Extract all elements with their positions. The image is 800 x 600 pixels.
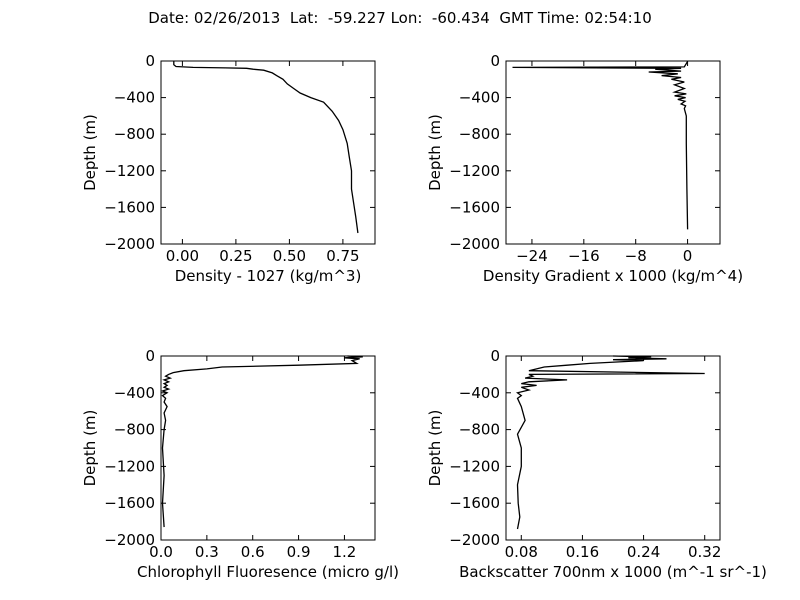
- chlorophyll-ytick-label: −400: [114, 384, 155, 402]
- density-gradient-ytick-label: −1600: [449, 198, 500, 216]
- density-subplot: 0.00 0.25 0.50 0.75 0 −400 −800 −1200 −1600 −2000…: [81, 52, 376, 285]
- backscatter-xtick-label: 0.08: [505, 543, 538, 561]
- density-gradient-xtick-label: −8: [625, 247, 647, 265]
- chlorophyll-profile-line: [160, 355, 363, 528]
- backscatter-ytick-label: −1200: [449, 457, 500, 475]
- backscatter-ytick-label: −800: [459, 421, 500, 439]
- density-gradient-profile-line: [512, 61, 689, 230]
- chlorophyll-xtick-label: 0.6: [241, 543, 265, 561]
- backscatter-axes-frame: [505, 355, 721, 541]
- chlorophyll-y-axis-label: Depth (m): [81, 410, 99, 487]
- backscatter-profile-line: [515, 355, 705, 530]
- density-gradient-axes-frame: [505, 60, 721, 245]
- backscatter-ytick-label: −2000: [449, 531, 500, 549]
- density-profile-line: [173, 61, 359, 234]
- density-gradient-y-axis-label: Depth (m): [426, 114, 444, 191]
- density-xtick-label: 0.75: [326, 247, 359, 265]
- backscatter-ytick-label: −1600: [449, 494, 500, 512]
- density-xtick-label: 0.00: [166, 247, 199, 265]
- chlorophyll-ytick-label: −1200: [104, 457, 155, 475]
- chlorophyll-subplot: 0.0 0.3 0.6 0.9 1.2 0 −400 −800 −1200 −1600 −2000 C…: [81, 347, 399, 581]
- density-x-axis-label: Density - 1027 (kg/m^3): [175, 267, 362, 285]
- density-gradient-xtick-label: −24: [516, 247, 548, 265]
- density-y-axis-label: Depth (m): [81, 114, 99, 191]
- chlorophyll-axes-frame: [160, 355, 376, 541]
- chlorophyll-xtick-label: 0.3: [195, 543, 219, 561]
- density-ytick-label: −2000: [104, 235, 155, 253]
- density-xtick-label: 0.50: [273, 247, 306, 265]
- density-gradient-ytick-label: −1200: [449, 162, 500, 180]
- density-gradient-xtick-label: −16: [568, 247, 600, 265]
- density-gradient-xtick-label: 0: [683, 247, 693, 265]
- density-gradient-ytick-label: 0: [490, 52, 500, 70]
- density-gradient-x-axis-label: Density Gradient x 1000 (kg/m^4): [483, 267, 743, 285]
- backscatter-x-axis-label: Backscatter 700nm x 1000 (m^-1 sr^-1): [459, 563, 767, 581]
- density-ytick-label: 0: [145, 52, 155, 70]
- backscatter-subplot: 0.08 0.16 0.24 0.32 0 −400 −800 −1200 −1600 −2000…: [426, 347, 767, 581]
- chlorophyll-x-axis-label: Chlorophyll Fluoresence (micro g/l): [137, 563, 399, 581]
- chlorophyll-xtick-label: 0.9: [287, 543, 311, 561]
- backscatter-xtick-label: 0.24: [627, 543, 660, 561]
- chlorophyll-ytick-label: −2000: [104, 531, 155, 549]
- density-gradient-ytick-label: −2000: [449, 235, 500, 253]
- backscatter-y-axis-label: Depth (m): [426, 410, 444, 487]
- backscatter-ytick-label: −400: [459, 384, 500, 402]
- density-axes-frame: [160, 60, 376, 245]
- chlorophyll-xtick-label: 0.0: [149, 543, 173, 561]
- density-ytick-label: −400: [114, 89, 155, 107]
- chlorophyll-xtick-label: 1.2: [332, 543, 356, 561]
- density-gradient-ytick-label: −800: [459, 125, 500, 143]
- chlorophyll-ytick-label: −800: [114, 421, 155, 439]
- figure-title: Date: 02/26/2013 Lat: -59.227 Lon: -60.4…: [148, 9, 652, 27]
- density-xtick-label: 0.25: [219, 247, 252, 265]
- density-gradient-subplot: −24 −16 −8 00−400−800−1200−1600−2000Density…: [426, 52, 743, 285]
- backscatter-xtick-label: 0.16: [566, 543, 599, 561]
- chlorophyll-ytick-label: 0: [145, 347, 155, 365]
- backscatter-ytick-label: 0: [490, 347, 500, 365]
- backscatter-xtick-label: 0.32: [688, 543, 721, 561]
- density-ytick-label: −1600: [104, 198, 155, 216]
- density-ytick-label: −1200: [104, 162, 155, 180]
- density-ytick-label: −800: [114, 125, 155, 143]
- density-gradient-ytick-label: −400: [459, 89, 500, 107]
- subplots-container: 0.00 0.25 0.50 0.750−400−800−1200−1600−2000…: [81, 52, 767, 581]
- chlorophyll-ytick-label: −1600: [104, 494, 155, 512]
